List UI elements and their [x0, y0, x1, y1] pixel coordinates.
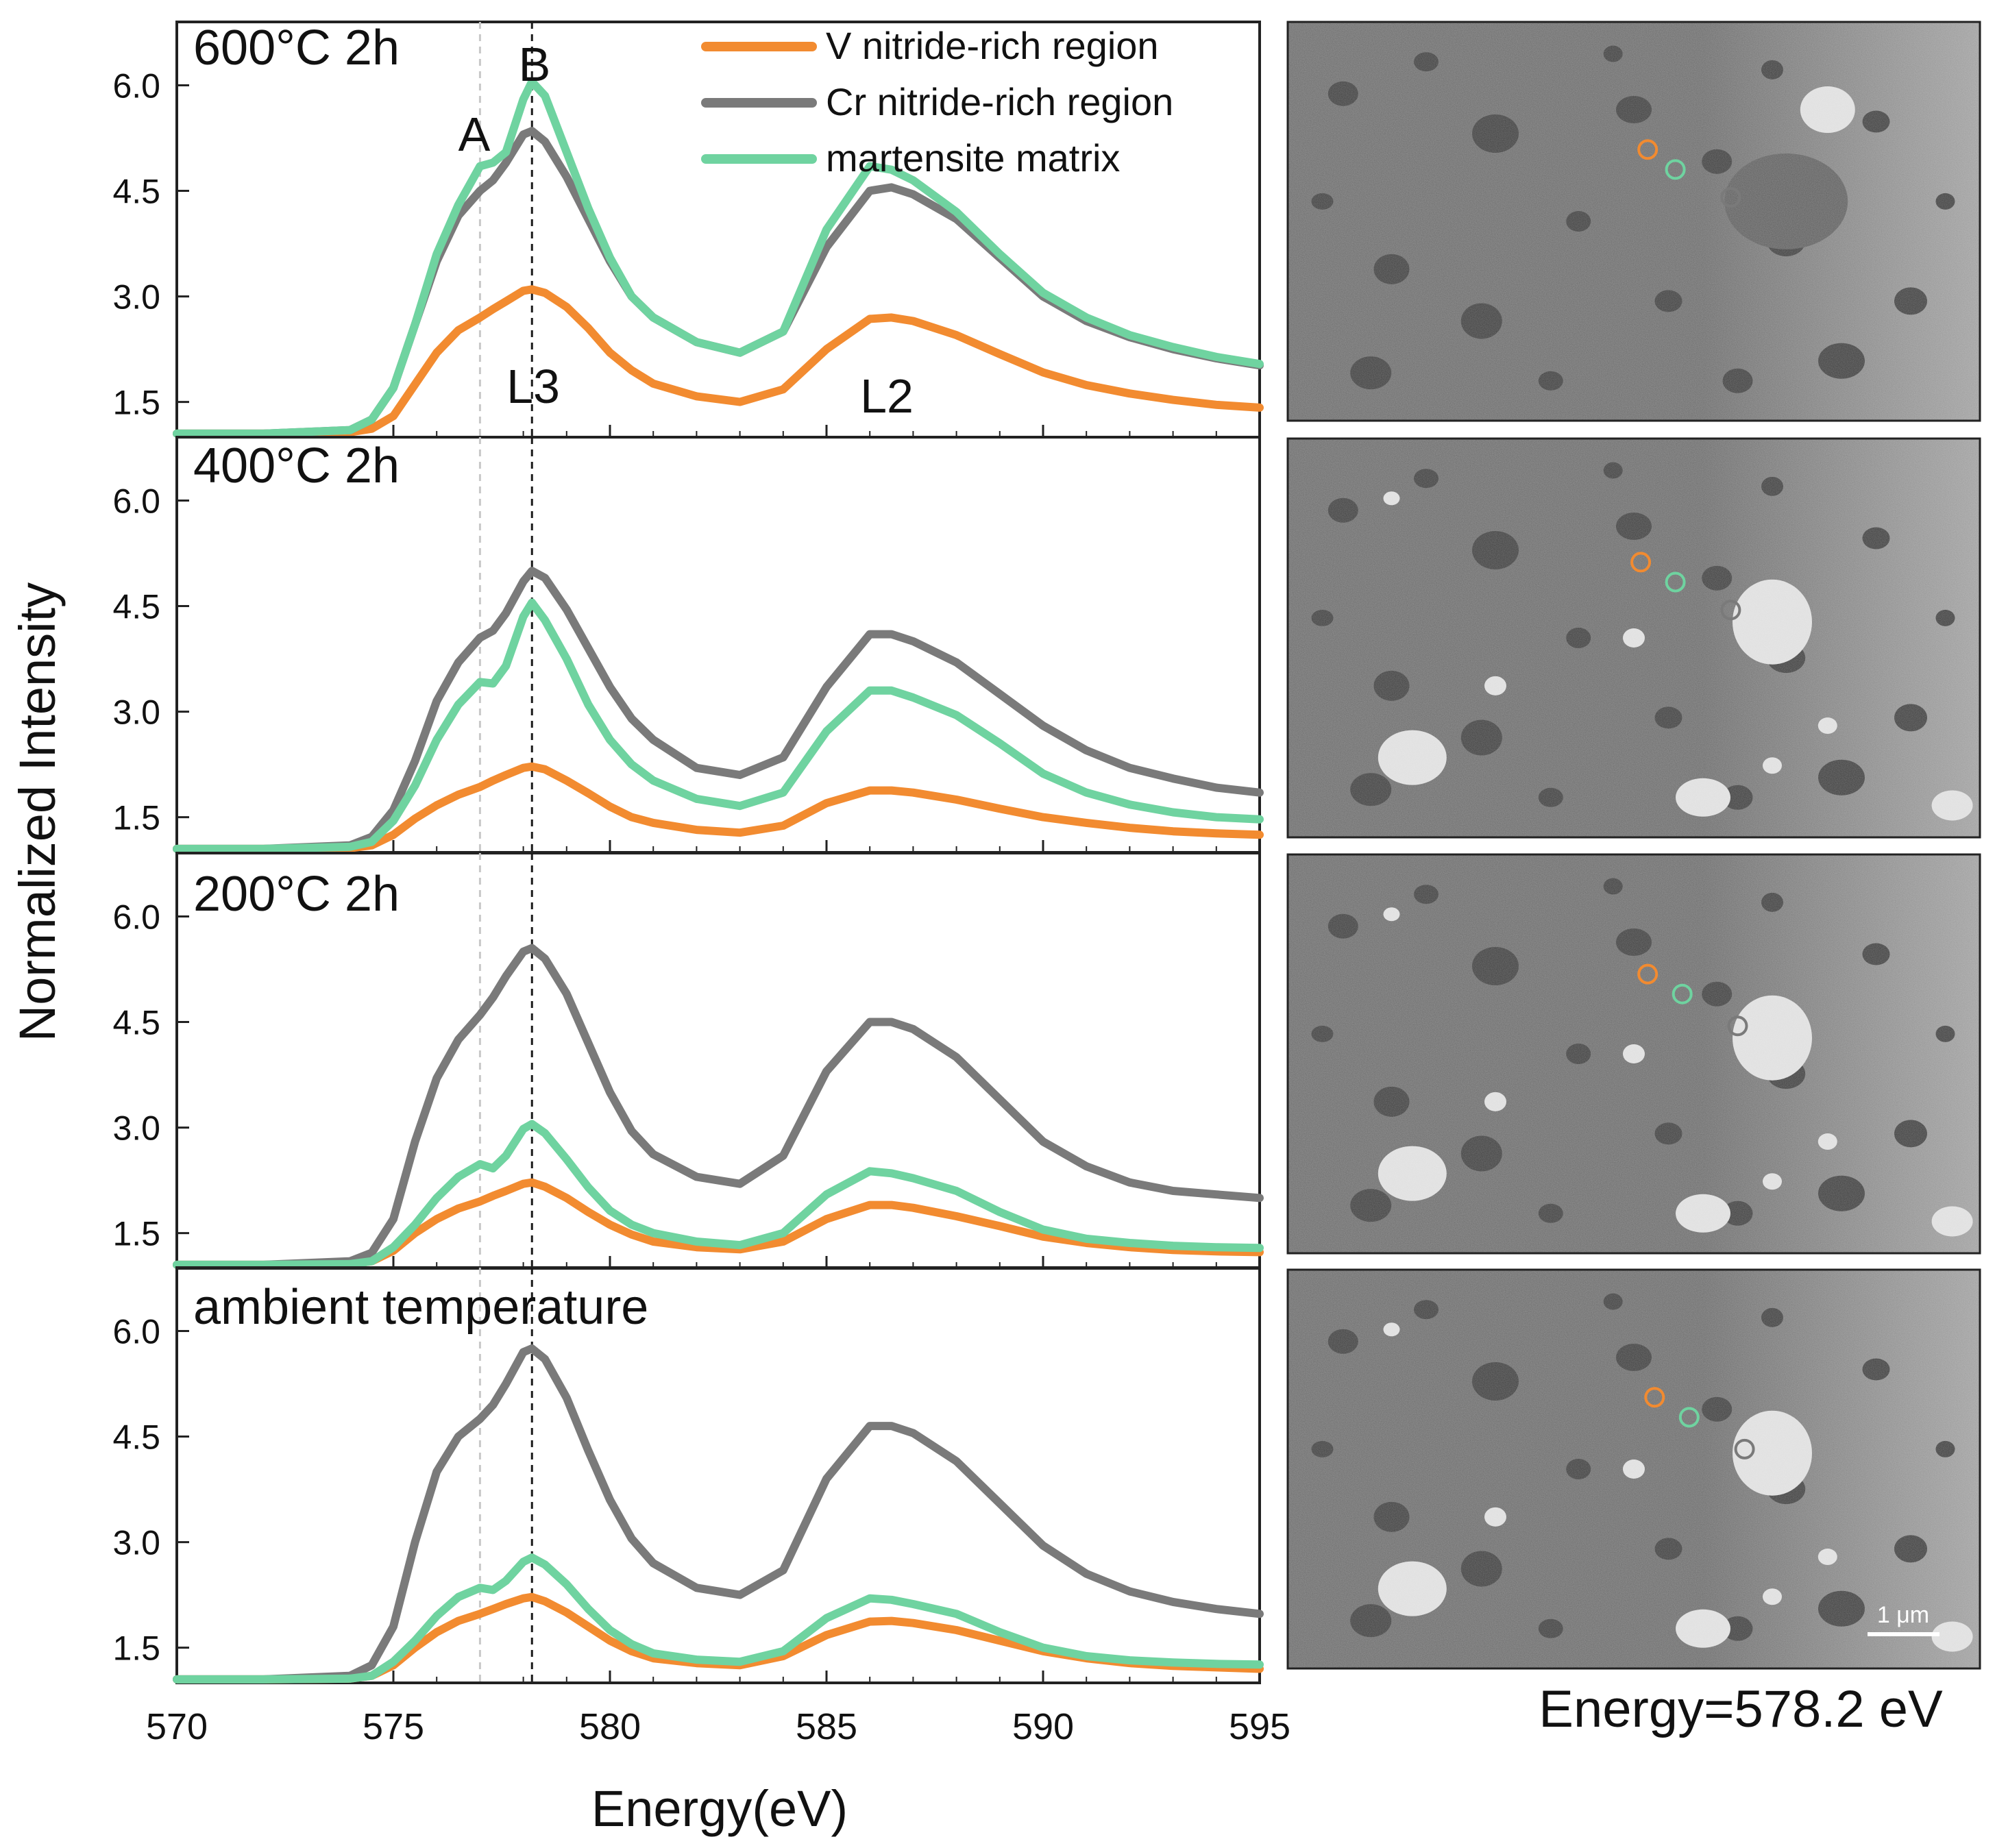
- peak-a-label: A: [458, 108, 491, 161]
- x-tick-label: 570: [146, 1706, 208, 1747]
- series-line-martensite-matrix: [173, 1120, 1264, 1269]
- y-tick-label: 4.5: [112, 588, 160, 626]
- xas-map-1: [1288, 22, 1980, 421]
- map-frame: [1286, 853, 1981, 1255]
- series-line-martensite-matrix: [173, 77, 1264, 438]
- y-tick-label: 1.5: [112, 384, 160, 422]
- panel-title: 400°C 2h: [193, 439, 400, 493]
- region-marker-circle: [1665, 159, 1686, 180]
- map-frame: [1286, 21, 1981, 422]
- shared-x-axis: 570 575 580 585 590 595: [146, 1706, 1290, 1747]
- panel-4: 1.5 3.0 4.5 6.0 ambient temperature: [112, 1266, 1264, 1684]
- map-frame: [1286, 437, 1981, 839]
- x-tick-label: 595: [1229, 1706, 1290, 1747]
- map-grain: [1288, 439, 1980, 837]
- x-tick-label: 590: [1012, 1706, 1074, 1747]
- series-line-v-nitride-rich-region: [173, 1178, 1264, 1269]
- panel-2: 1.5 3.0 4.5 6.0 400°C 2h: [112, 436, 1264, 854]
- legend-label: Cr nitride-rich region: [826, 80, 1173, 123]
- y-tick-label: 1.5: [112, 1215, 160, 1253]
- series-line-v-nitride-rich-region: [173, 762, 1264, 853]
- xas-map-3: [1288, 854, 1980, 1253]
- map-grain: [1288, 22, 1980, 421]
- peak-b-label: B: [519, 38, 551, 91]
- y-tick-label: 6.0: [112, 482, 160, 520]
- region-marker-circle: [1665, 571, 1686, 593]
- legend-label: martensite matrix: [826, 136, 1120, 180]
- x-axis-label: Energy(eV): [591, 1780, 848, 1837]
- panel-3: 1.5 3.0 4.5 6.0 200°C 2h: [112, 852, 1264, 1270]
- xas-map-images: 1 μm: [1286, 21, 1981, 1670]
- y-axis-label: Normalized Intensity: [9, 582, 66, 1042]
- scale-bar-label: 1 μm: [1877, 1602, 1929, 1628]
- region-marker-circle: [1630, 552, 1652, 573]
- xas-map-4: [1288, 1270, 1980, 1668]
- edge-l3-label: L3: [506, 360, 560, 413]
- xas-map-2: [1288, 439, 1980, 837]
- edge-l2-label: L2: [860, 369, 914, 423]
- series-line-cr-nitride-rich-region: [173, 944, 1264, 1269]
- spectra-panels: 1.5 3.0 4.5 6.0 600°C 2h 1.5 3.0 4.5 6.0 400°C 2h…: [112, 21, 1264, 1684]
- y-tick-label: 4.5: [112, 173, 160, 211]
- map-grain: [1288, 854, 1980, 1253]
- x-tick-label: 575: [363, 1706, 424, 1747]
- map-grain: [1288, 1270, 1980, 1668]
- y-tick-label: 4.5: [112, 1418, 160, 1457]
- panel-title: 600°C 2h: [193, 21, 400, 75]
- panel-title: 200°C 2h: [193, 867, 400, 922]
- map-frame: [1286, 1268, 1981, 1670]
- y-tick-label: 1.5: [112, 799, 160, 837]
- x-tick-label: 585: [796, 1706, 857, 1747]
- panel-frame: [175, 436, 1261, 854]
- legend: V nitride-rich region Cr nitride-rich reg…: [701, 24, 1173, 180]
- y-tick-label: 6.0: [112, 898, 160, 936]
- y-tick-label: 3.0: [112, 1524, 160, 1562]
- y-tick-label: 4.5: [112, 1004, 160, 1042]
- y-tick-label: 3.0: [112, 693, 160, 732]
- y-tick-label: 3.0: [112, 278, 160, 317]
- region-marker-circle: [1672, 983, 1693, 1005]
- region-marker-circle: [1720, 600, 1741, 621]
- region-marker-circle: [1727, 1015, 1748, 1037]
- panel-frame: [175, 1266, 1261, 1684]
- series-line-cr-nitride-rich-region: [173, 567, 1264, 853]
- y-tick-label: 6.0: [112, 66, 160, 105]
- series-line-martensite-matrix: [173, 1553, 1264, 1684]
- series-line-v-nitride-rich-region: [173, 285, 1264, 438]
- region-marker-circle: [1637, 139, 1659, 160]
- y-tick-label: 1.5: [112, 1629, 160, 1668]
- y-tick-label: 6.0: [112, 1312, 160, 1351]
- region-marker-circle: [1720, 187, 1741, 208]
- series-line-martensite-matrix: [173, 598, 1264, 853]
- region-marker-circle: [1637, 963, 1659, 985]
- legend-label: V nitride-rich region: [826, 24, 1159, 67]
- x-tick-label: 580: [579, 1706, 641, 1747]
- series-line-cr-nitride-rich-region: [173, 1344, 1264, 1684]
- image-caption: Energy=578.2 eV: [1539, 1680, 1943, 1738]
- peak-annotations: AB L3 L2: [458, 38, 914, 423]
- panel-title: ambient temperature: [193, 1280, 648, 1335]
- series-line-v-nitride-rich-region: [173, 1592, 1264, 1684]
- region-marker-circle: [1678, 1407, 1700, 1428]
- region-marker-circle: [1644, 1387, 1665, 1408]
- panel-1: 1.5 3.0 4.5 6.0 600°C 2h: [112, 21, 1264, 439]
- region-marker-circle: [1734, 1438, 1755, 1459]
- y-tick-label: 3.0: [112, 1109, 160, 1148]
